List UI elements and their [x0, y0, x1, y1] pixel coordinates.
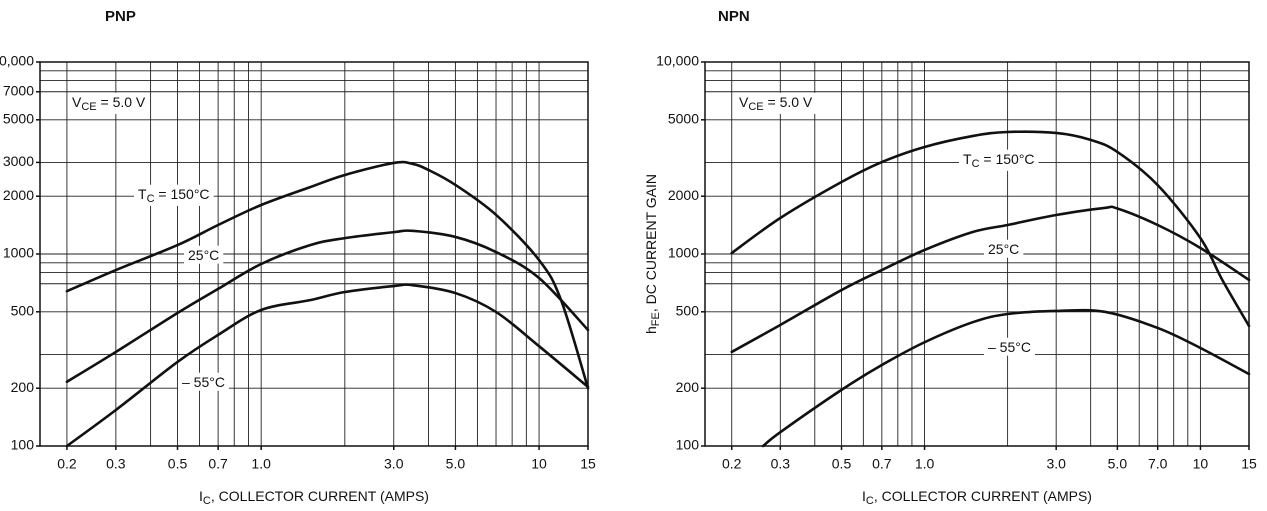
curve-label: 25°C: [988, 241, 1019, 257]
text-part: – 55°C: [182, 374, 225, 390]
y-tick-label: 7000: [3, 82, 34, 98]
subscript: C: [147, 193, 155, 205]
curve: [730, 130, 1251, 328]
text-part: = 150°C: [155, 186, 210, 202]
y-tick-label: 100: [676, 437, 700, 453]
text-part: = 5.0 V: [764, 94, 813, 110]
annotation: VCE = 5.0 V: [72, 94, 146, 113]
text-part: V: [739, 94, 749, 110]
chart-title: NPN: [718, 8, 750, 25]
text-part: 25°C: [988, 241, 1019, 257]
text-part: T: [138, 186, 147, 202]
curve-label: 25°C: [188, 247, 219, 263]
subscript: C: [203, 495, 211, 507]
x-tick-label: 0.3: [771, 456, 791, 472]
y-tick-label: 200: [676, 379, 700, 395]
annotation: VCE = 5.0 V: [739, 94, 813, 113]
y-tick-label: 1000: [3, 245, 34, 261]
chart-title: PNP: [105, 8, 136, 25]
text-part: h: [643, 326, 659, 334]
text-part: I: [862, 488, 866, 504]
x-tick-label: 5.0: [1108, 456, 1128, 472]
x-tick-label: 7.0: [1148, 456, 1168, 472]
label-background: [984, 239, 1024, 258]
y-tick-label: 500: [676, 303, 700, 319]
subscript: C: [866, 495, 874, 507]
curve-label: TC = 150°C: [138, 186, 210, 205]
curve: [761, 308, 1251, 448]
x-tick-label: 0.5: [832, 456, 852, 472]
subscript: C: [972, 158, 980, 170]
text-part: 25°C: [188, 247, 219, 263]
text-part: V: [72, 94, 82, 110]
x-tick-label: 0.3: [106, 456, 126, 472]
label-background: [735, 92, 817, 114]
text-part: I: [199, 488, 203, 504]
x-tick-label: 0.5: [168, 456, 188, 472]
x-tick-label: 1.0: [915, 456, 935, 472]
text-part: , DC CURRENT GAIN: [643, 174, 659, 312]
y-axis-title: hFE, DC CURRENT GAIN: [643, 174, 662, 334]
curve-label: – 55°C: [182, 374, 225, 390]
y-tick-label: 3000: [3, 153, 34, 169]
x-tick-label: 10: [1193, 456, 1209, 472]
curve-label: – 55°C: [988, 339, 1031, 355]
subscript: FE: [650, 312, 662, 326]
x-tick-label: 15: [1241, 456, 1257, 472]
y-tick-label: 500: [11, 303, 35, 319]
curve: [65, 229, 590, 384]
y-tick-label: 1000: [668, 245, 699, 261]
text-part: – 55°C: [988, 339, 1031, 355]
text-part: T: [963, 151, 972, 167]
text-part: , COLLECTOR CURRENT (AMPS): [211, 488, 429, 504]
curve: [730, 205, 1251, 354]
subscript: CE: [748, 101, 763, 113]
y-tick-label: 5000: [3, 111, 34, 127]
x-axis-title: IC, COLLECTOR CURRENT (AMPS): [862, 488, 1092, 507]
y-tick-label: 2000: [3, 187, 34, 203]
x-tick-label: 5.0: [446, 456, 466, 472]
y-tick-label: 2000: [668, 187, 699, 203]
label-background: [178, 372, 229, 391]
x-tick-label: 3.0: [1046, 456, 1066, 472]
label-background: [959, 149, 1039, 171]
label-background: [134, 184, 214, 206]
curve: [65, 283, 590, 448]
label-background: [184, 245, 224, 264]
text-part: = 5.0 V: [97, 94, 146, 110]
y-tick-label: 10,000: [0, 53, 34, 69]
curve-label: TC = 150°C: [963, 151, 1035, 170]
curve: [65, 160, 590, 390]
subscript: CE: [81, 101, 96, 113]
y-tick-label: 100: [11, 437, 35, 453]
x-tick-label: 0.7: [208, 456, 228, 472]
text-part: = 150°C: [980, 151, 1035, 167]
x-axis-title: IC, COLLECTOR CURRENT (AMPS): [199, 488, 429, 507]
y-tick-label: 10,000: [656, 53, 699, 69]
label-background: [984, 337, 1035, 356]
x-tick-label: 0.7: [872, 456, 892, 472]
x-tick-label: 0.2: [57, 456, 77, 472]
y-tick-label: 200: [11, 379, 35, 395]
text-part: , COLLECTOR CURRENT (AMPS): [874, 488, 1092, 504]
x-tick-label: 1.0: [251, 456, 271, 472]
label-background: [68, 92, 150, 114]
x-tick-label: 10: [531, 456, 547, 472]
x-tick-label: 3.0: [384, 456, 404, 472]
y-tick-label: 5000: [668, 111, 699, 127]
x-tick-label: 15: [580, 456, 596, 472]
x-tick-label: 0.2: [722, 456, 742, 472]
